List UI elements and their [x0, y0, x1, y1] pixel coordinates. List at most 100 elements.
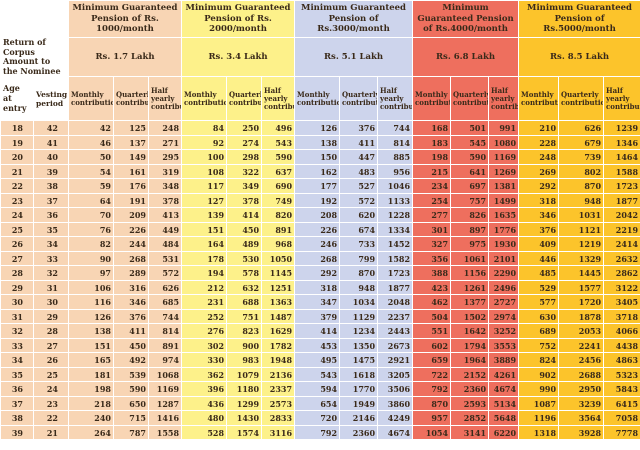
half-yearly-contribution-cell: 2921: [377, 352, 414, 368]
half-yearly-contribution-cell: 2042: [603, 207, 640, 223]
table-row: 37 23 218 650 1287 436 1299 2573 654 1949 3860 870 2…: [0, 395, 640, 412]
table-row: 38 22 240 715 1416 480 1430 2833 720 2146 4249 957 2…: [0, 410, 640, 426]
half-yearly-contribution-cell: 968: [261, 236, 296, 252]
monthly-contribution-cell: 276: [181, 323, 228, 339]
half-yearly-contribution-cell: 2727: [488, 294, 520, 310]
monthly-contribution-cell: 210: [518, 120, 560, 136]
half-yearly-contribution-cell: 543: [261, 134, 296, 151]
age-cell: 30: [0, 294, 34, 310]
return-corpus-label: Return of Corpus Amount to the Nominee: [0, 36, 69, 78]
table-row: 26 34 82 244 484 164 489 968 246 733 1452 327 975 193…: [0, 236, 640, 252]
quarterly-contribution-cell: 823: [226, 323, 263, 339]
quarterly-contribution-cell: 411: [339, 134, 379, 151]
table-row: 27 33 90 268 531 178 530 1050 268 799 1582 356 1061 2…: [0, 250, 640, 267]
quarterly-contribution-cell: 1129: [339, 308, 379, 325]
vesting-period-header: Vesting period: [33, 76, 69, 122]
quarterly-contribution-cell: 1430: [226, 410, 263, 426]
half-yearly-contribution-cell: 956: [377, 163, 414, 180]
table-row: 19 41 46 137 271 92 274 543 138 411 814 183 545 1080 2…: [0, 134, 640, 151]
monthly-contribution-cell: 228: [518, 134, 560, 151]
quarterly-contribution-cell: 414: [226, 207, 263, 223]
monthly-contribution-cell: 212: [181, 279, 228, 296]
half-yearly-contribution-cell: 4674: [488, 381, 520, 397]
quarterly-contribution-cell: 1261: [450, 279, 490, 296]
monthly-contribution-cell: 194: [181, 265, 228, 281]
quarterly-contribution-cell: 349: [226, 178, 263, 194]
age-cell: 22: [0, 178, 34, 194]
monthly-contribution-cell: 70: [68, 207, 114, 223]
half-yearly-contribution-cell: 744: [147, 308, 183, 325]
quarterly-contribution-cell: 1445: [558, 265, 605, 281]
quarterly-contribution-cell: 632: [226, 279, 263, 296]
quarterly-contribution-cell: 376: [113, 308, 149, 325]
half-yearly-contribution-cell: 1487: [261, 308, 296, 325]
quarterly-contribution-cell: 3141: [450, 424, 490, 441]
monthly-contribution-cell: 127: [181, 192, 228, 209]
half-yearly-contribution-cell: 3506: [377, 381, 414, 397]
quarterly-contribution-cell: 289: [113, 265, 149, 281]
half-yearly-contribution-cell: 271: [147, 134, 183, 151]
monthly-contribution-cell: 529: [518, 279, 560, 296]
half-yearly-contribution-cell: 449: [147, 221, 183, 238]
half-yearly-contribution-cell: 1228: [377, 207, 414, 223]
table-row: 25 35 76 226 449 151 450 891 226 674 1334 301 897 177…: [0, 221, 640, 238]
vesting-cell: 36: [33, 207, 69, 223]
age-cell: 19: [0, 134, 34, 151]
half-yearly-contribution-cell: 2219: [603, 221, 640, 238]
monthly-contribution-cell: 177: [294, 178, 341, 194]
quarterly-contribution-cell: 900: [226, 337, 263, 354]
monthly-contribution-cell: 151: [181, 221, 228, 238]
table-row: 29 31 106 316 626 212 632 1251 318 948 1877 423 1261…: [0, 279, 640, 296]
monthly-contribution-cell: 689: [518, 323, 560, 339]
half-yearly-contribution-cell: 1635: [488, 207, 520, 223]
monthly-contribution-cell: 117: [181, 178, 228, 194]
quarterly-contribution-cell: 897: [450, 221, 490, 238]
half-yearly-contribution-cell: 891: [261, 221, 296, 238]
half-yearly-contribution-cell: 4863: [603, 352, 640, 368]
quarterly-contribution-cell: 641: [450, 163, 490, 180]
monthly-contribution-cell: 76: [68, 221, 114, 238]
age-cell: 39: [0, 424, 34, 441]
monthly-contribution-cell: 108: [181, 163, 228, 180]
monthly-contribution-cell: 50: [68, 149, 114, 165]
half-yearly-contribution-cell: 2496: [488, 279, 520, 296]
quarterly-contribution-cell: 1121: [558, 221, 605, 238]
half-yearly-contribution-cell: 2337: [261, 381, 296, 397]
half-yearly-contribution-cell: 572: [147, 265, 183, 281]
half-yearly-contribution-cell: 348: [147, 178, 183, 194]
half-yearly-contribution-cell: 3122: [603, 279, 640, 296]
quarterly-contribution-cell: 176: [113, 178, 149, 194]
half-yearly-contribution-cell: 6220: [488, 424, 520, 441]
monthly-contribution-cell: 215: [412, 163, 452, 180]
half-yearly-contribution-cell: 749: [261, 192, 296, 209]
vesting-cell: 29: [33, 308, 69, 325]
age-cell: 32: [0, 323, 34, 339]
quarterly-contribution-cell: 715: [113, 410, 149, 426]
table-row: 18 42 42 125 248 84 250 496 126 376 744 168 501 991 21…: [0, 120, 640, 136]
subheader-monthly-plan-1: Monthly contribution: [68, 76, 114, 122]
half-yearly-contribution-cell: 1080: [488, 134, 520, 151]
corpus-5000: Rs. 8.5 Lakh: [518, 36, 640, 78]
quarterly-contribution-cell: 1475: [339, 352, 379, 368]
half-yearly-contribution-cell: 248: [147, 120, 183, 136]
quarterly-contribution-cell: 1502: [450, 308, 490, 325]
quarterly-contribution-cell: 1878: [558, 308, 605, 325]
monthly-contribution-cell: 495: [294, 352, 341, 368]
table-row: 35 25 181 539 1068 362 1079 2136 543 1618 3205 722 2…: [0, 366, 640, 383]
monthly-contribution-cell: 462: [412, 294, 452, 310]
monthly-contribution-cell: 376: [518, 221, 560, 238]
vesting-cell: 23: [33, 395, 69, 412]
half-yearly-contribution-cell: 413: [147, 207, 183, 223]
quarterly-contribution-cell: 697: [450, 178, 490, 194]
half-yearly-contribution-cell: 3116: [261, 424, 296, 441]
half-yearly-contribution-cell: 1145: [261, 265, 296, 281]
quarterly-contribution-cell: 620: [339, 207, 379, 223]
quarterly-contribution-cell: 161: [113, 163, 149, 180]
monthly-contribution-cell: 654: [294, 395, 341, 412]
monthly-contribution-cell: 165: [68, 352, 114, 368]
half-yearly-contribution-cell: 378: [147, 192, 183, 209]
vesting-cell: 33: [33, 250, 69, 267]
corpus-3000: Rs. 5.1 Lakh: [294, 36, 414, 78]
quarterly-contribution-cell: 539: [113, 366, 149, 383]
quarterly-contribution-cell: 2688: [558, 366, 605, 383]
